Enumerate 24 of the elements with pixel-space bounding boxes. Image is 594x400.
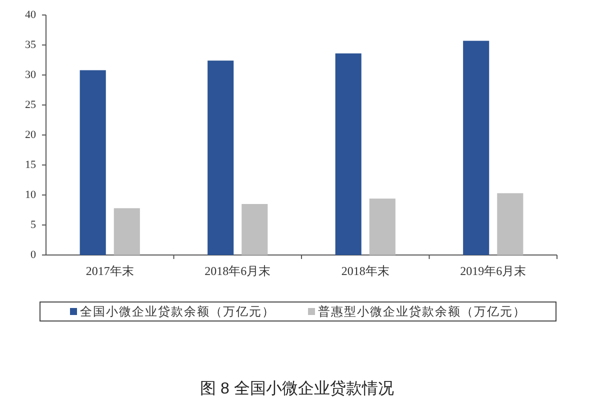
bar: [80, 70, 106, 255]
y-tick-label: 40: [25, 9, 36, 21]
y-tick-label: 35: [25, 39, 36, 51]
x-tick-label: 2018年6月末: [204, 264, 271, 278]
y-tick-label: 10: [25, 189, 36, 201]
text: 图 8 全国小微企业贷款情况: [200, 380, 394, 398]
bar: [369, 198, 396, 255]
x-tick-label: 2019年6月末: [460, 264, 526, 278]
legend-label: 全国小微企业贷款余额（万亿元）: [80, 304, 275, 318]
x-tick-label: 2018年末: [341, 264, 390, 278]
y-tick-label: 30: [25, 69, 36, 81]
y-tick-label: 15: [25, 159, 36, 171]
bar: [497, 193, 524, 255]
y-tick-label: 20: [25, 129, 36, 141]
legend-label: 普惠型小微企业贷款余额（万亿元）: [318, 304, 526, 318]
y-tick-label: 5: [30, 219, 36, 231]
y-tick-label: 0: [30, 249, 36, 261]
y-tick-label: 25: [25, 99, 36, 111]
x-tick-label: 2017年末: [86, 264, 134, 278]
bar: [208, 60, 234, 255]
bar: [463, 40, 490, 255]
bar: [114, 208, 140, 255]
bar: [242, 204, 268, 255]
bar: [335, 53, 362, 255]
